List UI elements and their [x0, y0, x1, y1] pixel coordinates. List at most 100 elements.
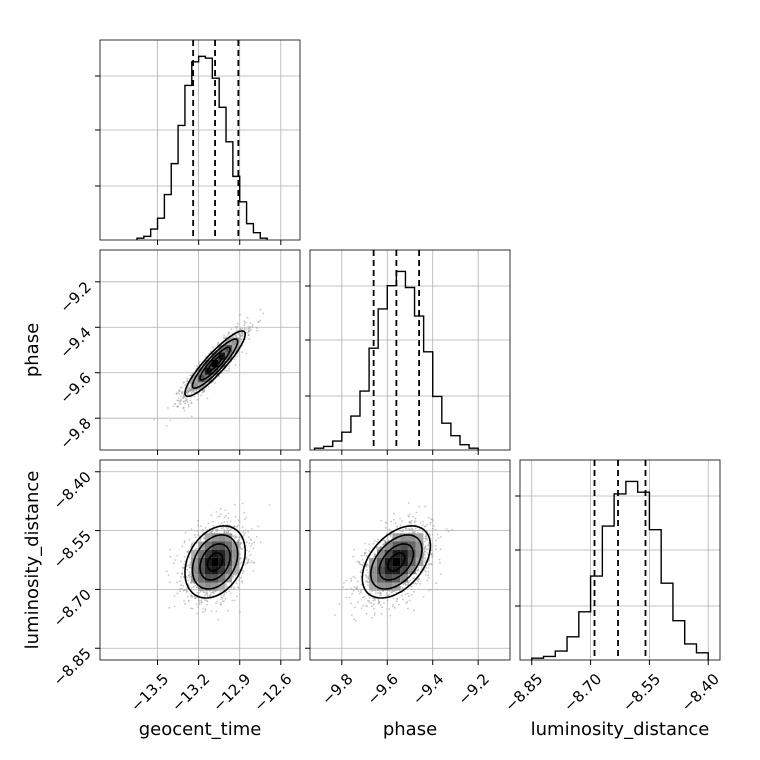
pair-geocent-time-vs-phase-point — [227, 334, 229, 336]
hist-luminosity-distance-frame — [519, 459, 721, 661]
pair-phase-vs-luminosity-distance-point — [373, 540, 376, 542]
pair-geocent-time-vs-phase-yticklabel-0: −9.8 — [56, 414, 94, 452]
pair-geocent-time-vs-phase-point — [240, 338, 243, 340]
pair-geocent-time-vs-phase-point — [182, 407, 185, 410]
pair-geocent-time-vs-phase-point — [245, 328, 248, 330]
pair-geocent-time-vs-luminosity-distance-density-cell — [204, 533, 212, 542]
pair-phase-vs-luminosity-distance-point — [383, 602, 385, 604]
pair-geocent-time-vs-luminosity-distance-point — [239, 553, 242, 556]
pair-phase-vs-luminosity-distance-point — [367, 577, 370, 580]
pair-geocent-time-vs-luminosity-distance-point — [182, 567, 185, 569]
pair-phase-vs-luminosity-distance-point — [411, 585, 413, 588]
pair-geocent-time-vs-luminosity-distance-point — [216, 530, 219, 533]
pair-phase-vs-luminosity-distance-point — [387, 539, 390, 542]
pair-phase-vs-luminosity-distance-point — [378, 591, 381, 593]
pair-geocent-time-vs-luminosity-distance-point — [185, 587, 188, 590]
pair-geocent-time-vs-luminosity-distance-point — [196, 596, 198, 599]
pair-geocent-time-vs-phase-point — [247, 331, 250, 334]
pair-phase-vs-luminosity-distance-point — [377, 599, 380, 601]
pair-geocent-time-vs-luminosity-distance-point — [234, 515, 237, 518]
pair-phase-vs-luminosity-distance-point — [362, 604, 364, 607]
pair-geocent-time-vs-luminosity-distance-point — [181, 573, 184, 575]
pair-phase-vs-luminosity-distance-point — [333, 614, 336, 616]
pair-geocent-time-vs-luminosity-distance-point — [183, 600, 186, 602]
pair-phase-vs-luminosity-distance-point — [399, 529, 402, 532]
pair-geocent-time-vs-luminosity-distance-point — [169, 555, 172, 558]
pair-phase-vs-luminosity-distance-point — [427, 543, 430, 545]
pair-geocent-time-vs-phase-point — [175, 393, 178, 395]
pair-phase-vs-luminosity-distance-point — [360, 607, 363, 609]
pair-geocent-time-vs-phase-point — [243, 327, 246, 330]
pair-phase-vs-luminosity-distance-point — [405, 529, 407, 532]
pair-phase-vs-luminosity-distance-point — [437, 537, 440, 539]
hist-luminosity-distance-xticklabel-2: −8.55 — [619, 670, 664, 715]
pair-phase-vs-luminosity-distance-point — [374, 553, 376, 556]
pair-geocent-time-vs-phase-point — [178, 393, 181, 395]
pair-geocent-time-vs-luminosity-distance-contour-0 — [206, 552, 224, 572]
pair-geocent-time-vs-luminosity-distance-point — [250, 528, 253, 530]
pair-phase-vs-luminosity-distance-point — [420, 568, 423, 570]
pair-geocent-time-vs-phase-point — [198, 363, 201, 365]
pair-geocent-time-vs-luminosity-distance-point — [255, 536, 258, 538]
pair-geocent-time-vs-luminosity-distance-panel: −13.5−13.2−12.9−12.6−8.85−8.70−8.55−8.40 — [50, 459, 301, 715]
pair-geocent-time-vs-phase-point — [235, 330, 238, 332]
pair-phase-vs-luminosity-distance-point — [342, 586, 344, 588]
pair-geocent-time-vs-luminosity-distance-point — [168, 548, 171, 551]
pair-geocent-time-vs-luminosity-distance-point — [241, 548, 244, 550]
pair-geocent-time-vs-phase-content — [153, 308, 265, 427]
pair-geocent-time-vs-luminosity-distance-point — [203, 591, 206, 594]
pair-phase-vs-luminosity-distance-point — [402, 583, 405, 586]
pair-geocent-time-vs-luminosity-distance-point — [208, 594, 211, 597]
pair-geocent-time-vs-phase-point — [190, 401, 193, 404]
hist-phase-step-line — [313, 270, 479, 450]
pair-phase-vs-luminosity-distance-point — [370, 602, 373, 605]
pair-geocent-time-vs-luminosity-distance-point — [193, 595, 196, 598]
pair-geocent-time-vs-luminosity-distance-point — [198, 601, 201, 604]
pair-phase-vs-luminosity-distance-point — [439, 573, 442, 576]
pair-geocent-time-vs-phase-point — [233, 358, 236, 361]
pair-geocent-time-vs-luminosity-distance-density-cell — [191, 557, 198, 567]
pair-geocent-time-vs-luminosity-distance-point — [180, 584, 183, 586]
pair-geocent-time-vs-luminosity-distance-point — [187, 574, 190, 577]
pair-geocent-time-vs-luminosity-distance-point — [198, 592, 200, 594]
pair-geocent-time-vs-luminosity-distance-point — [201, 529, 204, 532]
pair-phase-vs-luminosity-distance-panel: −9.8 −9.6 −9.4 −9.2 — [305, 459, 511, 709]
pair-phase-vs-luminosity-distance-point — [432, 519, 434, 522]
pair-phase-vs-luminosity-distance-point — [424, 559, 427, 561]
pair-geocent-time-vs-phase-point — [214, 382, 217, 384]
pair-geocent-time-vs-phase-point — [180, 391, 183, 393]
pair-geocent-time-vs-phase-density-cell — [225, 352, 233, 360]
pair-phase-vs-luminosity-distance-point — [360, 583, 363, 586]
pair-phase-vs-luminosity-distance-point — [407, 595, 410, 597]
pair-geocent-time-vs-luminosity-distance-point — [176, 581, 179, 584]
pair-geocent-time-vs-phase-point — [178, 390, 181, 392]
pair-phase-vs-luminosity-distance-point — [407, 528, 409, 531]
pair-geocent-time-vs-phase-point — [250, 329, 253, 331]
pair-geocent-time-vs-luminosity-distance-point — [190, 528, 193, 531]
pair-phase-vs-luminosity-distance-point — [366, 554, 368, 557]
pair-geocent-time-vs-luminosity-distance-density-cell — [204, 582, 212, 591]
pair-geocent-time-vs-luminosity-distance-point — [217, 529, 219, 531]
pair-geocent-time-vs-phase-point — [239, 313, 241, 316]
pair-phase-vs-luminosity-distance-point — [384, 526, 387, 529]
pair-phase-vs-luminosity-distance-point — [372, 543, 375, 545]
pair-geocent-time-vs-luminosity-distance-point — [244, 529, 247, 532]
pair-geocent-time-vs-phase-point — [249, 322, 252, 324]
pair-geocent-time-vs-phase-density-cell — [197, 374, 205, 383]
pair-geocent-time-vs-phase-point — [245, 352, 248, 355]
pair-phase-vs-luminosity-distance-point — [353, 618, 356, 621]
pair-geocent-time-vs-luminosity-distance-point — [180, 560, 182, 563]
pair-geocent-time-vs-phase-point — [181, 386, 184, 389]
pair-geocent-time-vs-phase-point — [206, 397, 209, 400]
pair-geocent-time-vs-luminosity-distance-point — [242, 531, 245, 533]
pair-geocent-time-vs-luminosity-distance-point — [232, 577, 235, 579]
pair-phase-vs-luminosity-distance-point — [366, 605, 369, 608]
hist-phase-background — [310, 250, 510, 450]
pair-geocent-time-vs-luminosity-distance-point — [179, 576, 182, 578]
pair-phase-vs-luminosity-distance-point — [431, 527, 434, 530]
pair-phase-vs-luminosity-distance-point — [413, 577, 416, 579]
pair-geocent-time-vs-luminosity-distance-point — [241, 526, 244, 529]
pair-phase-vs-luminosity-distance-point — [423, 540, 426, 543]
pair-geocent-time-vs-luminosity-distance-density-cell — [218, 566, 226, 575]
pair-geocent-time-vs-luminosity-distance-density-cell — [225, 566, 233, 575]
